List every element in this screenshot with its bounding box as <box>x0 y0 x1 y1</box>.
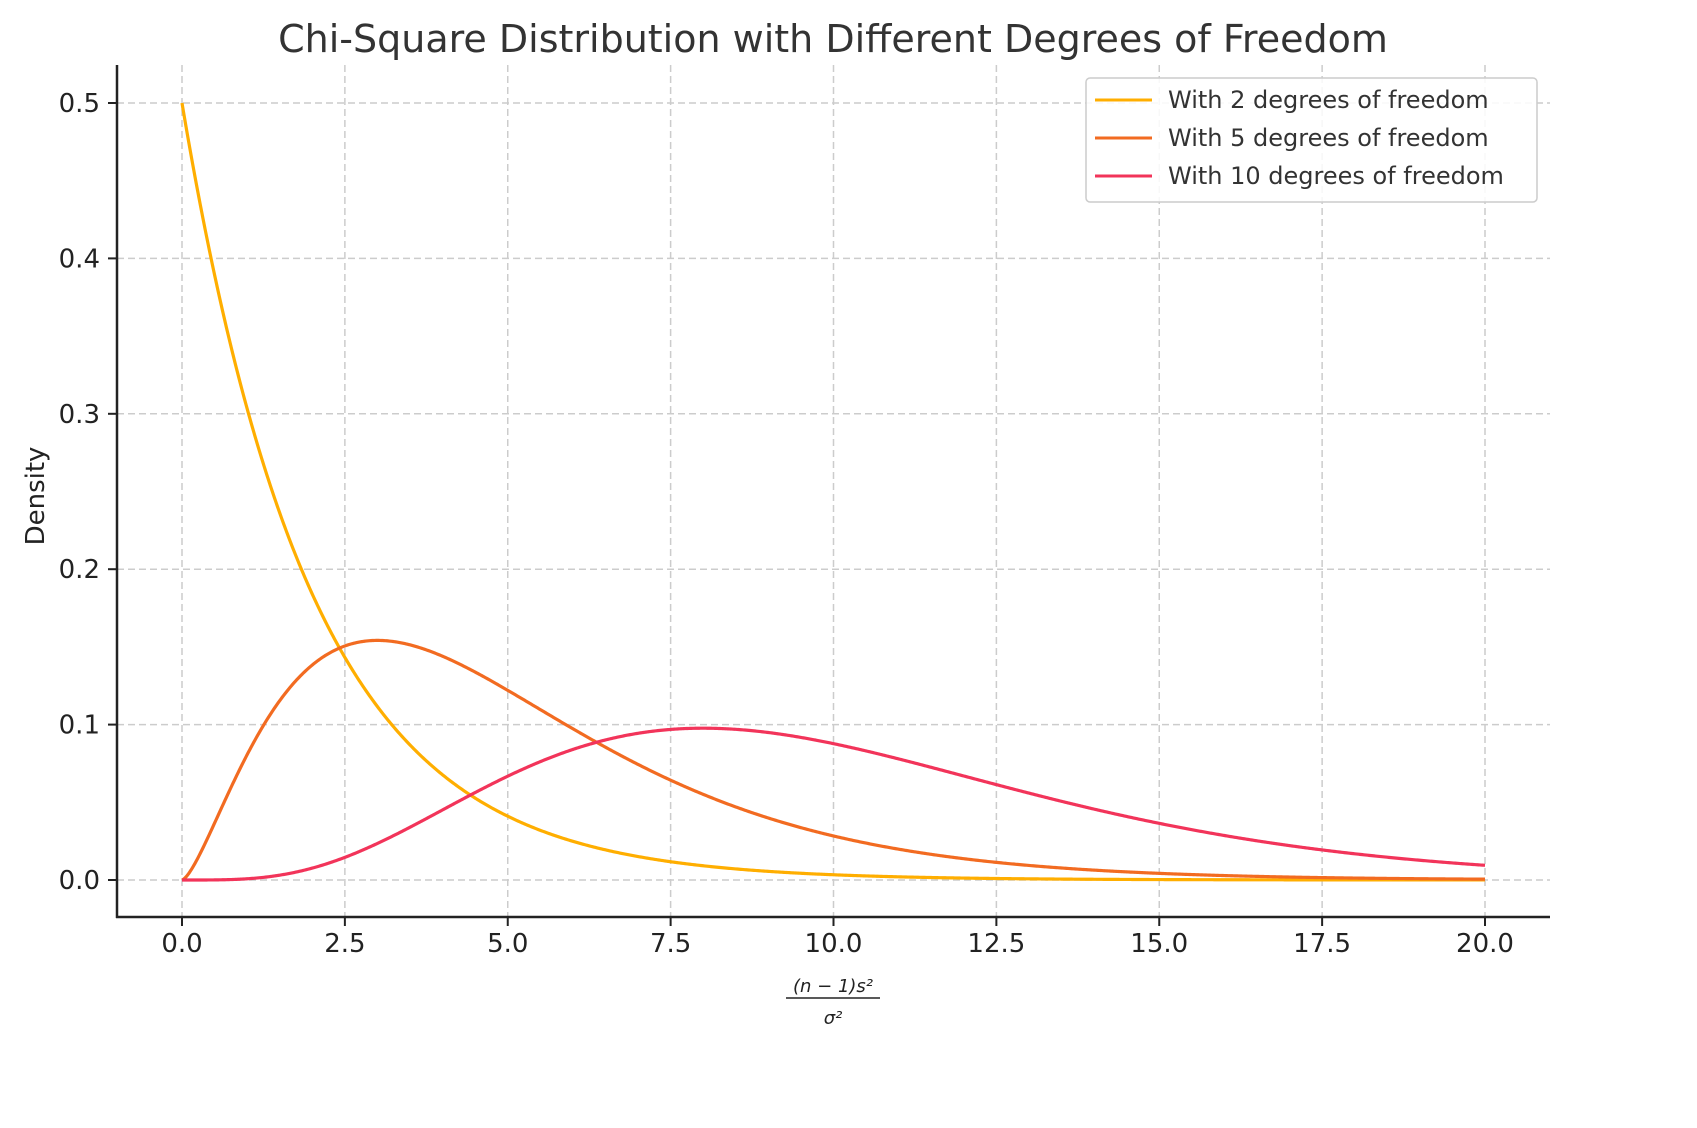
x-tick-label: 2.5 <box>324 929 365 959</box>
x-tick-label: 12.5 <box>967 929 1025 959</box>
x-tick-label: 7.5 <box>650 929 691 959</box>
series-line-df-5 <box>181 638 1486 882</box>
x-tick-label: 0.0 <box>161 929 202 959</box>
series-line-df-2 <box>180 102 1486 882</box>
x-tick-label: 17.5 <box>1293 929 1351 959</box>
x-axis-label-numerator: (n − 1)s² <box>793 976 873 997</box>
x-tick-label: 15.0 <box>1130 929 1188 959</box>
x-axis-ticks: 0.0 2.5 5.0 7.5 10.0 12.5 15.0 17.5 20.0 <box>161 917 1514 959</box>
legend-label: With 10 degrees of freedom <box>1168 162 1504 190</box>
x-axis-label-denominator: σ² <box>824 1008 843 1029</box>
legend-item: With 5 degrees of freedom <box>1095 124 1489 152</box>
x-tick-label: 10.0 <box>805 929 863 959</box>
y-tick-label: 0.1 <box>59 711 100 741</box>
y-tick-label: 0.5 <box>59 89 100 119</box>
y-tick-label: 0.2 <box>59 555 100 585</box>
x-tick-label: 5.0 <box>487 929 528 959</box>
y-axis-label: Density <box>21 447 51 546</box>
y-tick-label: 0.4 <box>59 244 100 274</box>
legend-frame <box>1085 77 1538 203</box>
y-axis-ticks: 0.0 0.1 0.2 0.3 0.4 0.5 <box>59 89 117 896</box>
x-tick-label: 20.0 <box>1456 929 1514 959</box>
y-tick-label: 0.3 <box>59 400 100 430</box>
legend-item: With 2 degrees of freedom <box>1095 86 1489 114</box>
legend: With 2 degrees of freedom With 5 degrees… <box>1085 77 1538 203</box>
series-line-df-10 <box>181 726 1486 882</box>
legend-label: With 2 degrees of freedom <box>1168 86 1489 114</box>
series-lines <box>180 102 1486 882</box>
legend-item: With 10 degrees of freedom <box>1095 162 1504 190</box>
x-axis-label: (n − 1)s² σ² <box>786 976 880 1029</box>
y-tick-label: 0.0 <box>59 866 100 896</box>
legend-label: With 5 degrees of freedom <box>1168 124 1489 152</box>
grid-lines <box>117 65 1550 917</box>
chart-title: Chi-Square Distribution with Different D… <box>278 17 1388 61</box>
